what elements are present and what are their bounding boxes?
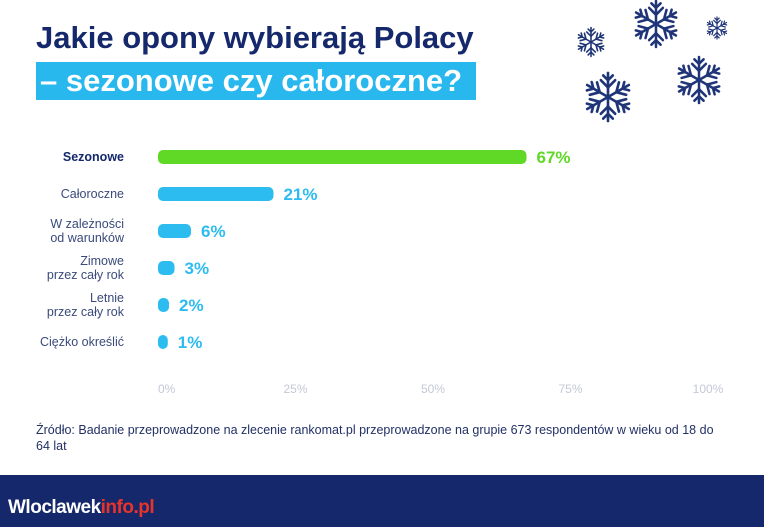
x-tick-label: 25% <box>283 382 307 396</box>
chart-title-line1: Jakie opony wybierają Polacy <box>36 20 474 55</box>
bar <box>158 335 168 349</box>
bar <box>158 150 527 164</box>
watermark-part2: info.pl <box>100 497 155 518</box>
category-label: W zależności od warunków <box>50 217 125 245</box>
x-tick-label: 0% <box>158 382 176 396</box>
snowflake-decoration <box>0 0 764 130</box>
snowflake-icon <box>584 73 633 121</box>
site-watermark: Wloclawekinfo.pl <box>8 497 155 519</box>
value-label: 2% <box>179 296 204 315</box>
category-label: Ciężko określić <box>40 335 124 349</box>
x-tick-label: 100% <box>693 382 724 396</box>
value-label: 6% <box>201 222 226 241</box>
category-label: Zimowe przez cały rok <box>47 254 125 282</box>
chart-title-line2: – sezonowe czy całoroczne? <box>36 62 477 100</box>
footer-bar <box>0 475 764 527</box>
category-label: Sezonowe <box>63 150 124 164</box>
category-label: Całoroczne <box>61 187 124 201</box>
bar <box>158 224 191 238</box>
watermark-part1: Wloclawek <box>8 497 101 518</box>
value-label: 67% <box>537 148 571 167</box>
value-label: 3% <box>185 259 210 278</box>
snowflake-icon <box>633 1 680 47</box>
category-label: Letnie przez cały rok <box>47 291 125 319</box>
value-label: 1% <box>178 333 203 352</box>
bar <box>158 298 169 312</box>
snowflake-icon <box>676 57 723 103</box>
bar <box>158 261 175 275</box>
bar-chart: Sezonowe 67% Całoroczne 21% W zależności od w… <box>40 148 724 396</box>
x-tick-label: 50% <box>421 382 445 396</box>
snowflake-icon <box>576 28 605 57</box>
source-note: Źródło: Badanie przeprowadzone na zlecen… <box>36 423 714 453</box>
value-label: 21% <box>284 185 318 204</box>
snowflake-icon <box>706 17 728 39</box>
x-tick-label: 75% <box>558 382 582 396</box>
bar <box>158 187 274 201</box>
